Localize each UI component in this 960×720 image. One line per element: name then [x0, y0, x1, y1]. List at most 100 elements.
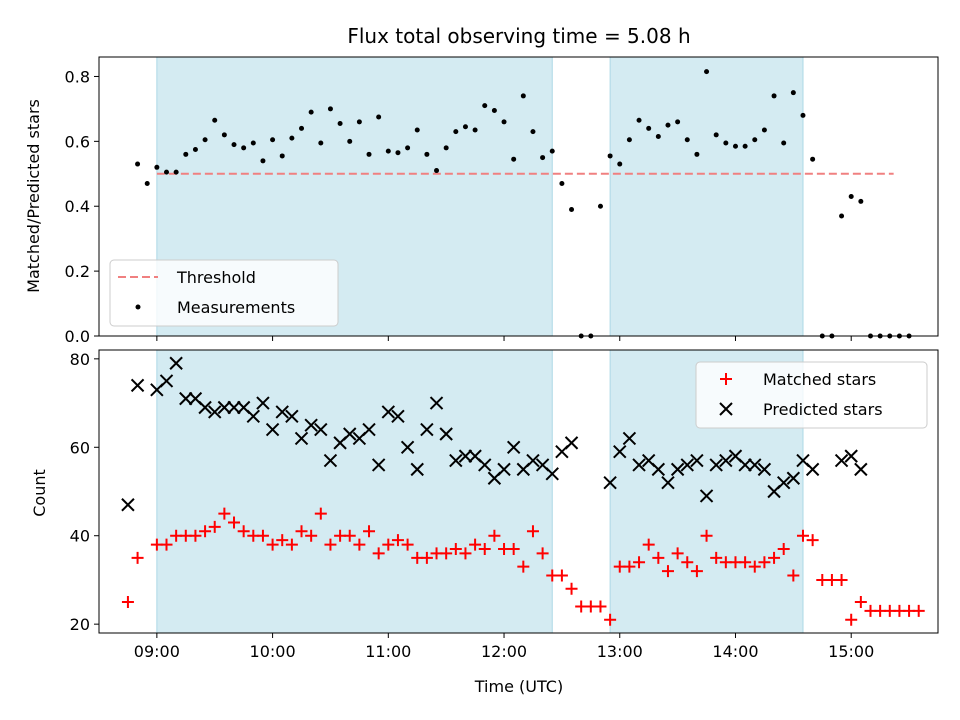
matched-stars-point [633, 556, 646, 569]
measurements-point [395, 150, 401, 156]
predicted-stars-point [526, 453, 540, 468]
matched-stars-point [295, 525, 308, 538]
matched-stars-point [768, 551, 781, 564]
measurements-point [752, 137, 758, 143]
x-tick-label: 12:00 [481, 642, 527, 661]
measurements-point [810, 156, 816, 162]
measurements-point [366, 151, 372, 157]
y-tick-label: 0.2 [65, 262, 90, 281]
count-axes-frame [98, 349, 939, 634]
matched-ratio-panel: Flux total observing time = 5.08 h 0.00.… [24, 24, 939, 346]
matched-stars-point [835, 573, 848, 586]
measurements-point [318, 140, 324, 146]
measurements-point [491, 108, 497, 114]
measurements-point [713, 132, 719, 138]
measurements-point [655, 133, 661, 139]
observing-interval-2 [609, 56, 804, 337]
predicted-stars-point [748, 458, 762, 472]
ratio-axes-frame [98, 56, 939, 337]
legend-label-matched-stars: Matched stars [763, 370, 876, 389]
predicted-stars-point [680, 458, 694, 472]
predicted-stars-point [208, 405, 222, 419]
predicted-stars-point [632, 458, 646, 472]
predicted-stars-point [699, 489, 714, 503]
measurements-point [260, 158, 266, 164]
matched-stars-point [469, 538, 482, 551]
predicted-stars-point [420, 422, 434, 437]
measurements-point [164, 169, 170, 175]
predicted-stars-point [294, 431, 309, 446]
y-tick-label: 0.4 [65, 197, 90, 216]
measurements-point [289, 135, 295, 141]
measurements-point [511, 156, 517, 162]
count-y-axis: 20 40 60 80 [70, 350, 99, 634]
predicted-stars-point [651, 462, 666, 477]
predicted-stars-point [805, 462, 820, 477]
matched-stars-point [420, 551, 433, 564]
measurements-point [202, 137, 208, 143]
measurements-point [607, 153, 613, 159]
matched-stars-point [661, 565, 674, 578]
predicted-stars-point [661, 475, 675, 490]
matched-stars-point [372, 547, 385, 560]
matched-stars-point [218, 507, 231, 520]
measurements-point [356, 119, 362, 125]
x-axis-label: Time (UTC) [474, 677, 563, 696]
predicted-stars-point [497, 462, 511, 477]
count-y-axis-label: Count [30, 469, 49, 517]
matched-stars-point [854, 596, 867, 609]
measurements-point [453, 129, 459, 135]
ratio-y-axis-label: Matched/Predicted stars [24, 99, 43, 293]
measurements-point [173, 169, 179, 175]
predicted-stars-point [786, 471, 801, 485]
predicted-stars-point [275, 405, 289, 419]
count-x-axis: 09:00 10:00 11:00 12:00 13:00 14:00 15:00 [134, 633, 874, 661]
measurements-point [694, 151, 700, 157]
measurements-point [742, 143, 748, 149]
measurements-point [241, 145, 247, 151]
measurements-point [405, 145, 411, 151]
matched-stars-point [314, 507, 327, 520]
predicted-stars-point [121, 498, 135, 512]
matched-stars-point [131, 551, 144, 564]
matched-stars-point [343, 529, 356, 542]
observing-intervals-bottom [156, 349, 804, 634]
x-tick-label: 10:00 [250, 642, 296, 661]
ratio-y-axis: 0.0 0.2 0.4 0.6 0.8 [65, 67, 99, 346]
ratio-legend: Threshold Measurements [109, 259, 339, 327]
matched-stars-point [517, 560, 530, 573]
measurements-point [250, 140, 256, 146]
measurements-point [530, 129, 536, 135]
matched-stars-point [189, 529, 202, 542]
matched-stars-point [459, 547, 472, 560]
measurements-point [144, 181, 150, 187]
measurements-point [337, 121, 343, 127]
matched-stars-point [507, 542, 520, 555]
measurements-point [781, 140, 787, 146]
measurements-point [443, 145, 449, 151]
measurements-point [501, 119, 507, 125]
measurements-point [617, 161, 623, 167]
predicted-stars-point [449, 453, 463, 468]
predicted-stars-point [603, 475, 617, 490]
count-plot-area [121, 356, 925, 626]
measurements-point [771, 93, 777, 99]
matched-stars-point [594, 600, 607, 613]
matched-stars-point [536, 547, 549, 560]
predicted-stars-point [834, 453, 849, 468]
predicted-stars-point [362, 422, 376, 437]
measurements-point [482, 103, 488, 109]
measurements-point [559, 181, 565, 187]
matched-stars-point [353, 538, 366, 551]
measurements-point [569, 206, 575, 212]
matched-stars-point [565, 582, 578, 595]
matched-stars-point [758, 556, 771, 569]
measurements-point [221, 132, 227, 138]
matched-stars-point [642, 538, 655, 551]
predicted-stars-point [371, 458, 386, 472]
y-tick-label: 80 [70, 350, 90, 369]
predicted-stars-point [265, 422, 280, 437]
measurements-point [675, 119, 681, 125]
matched-stars-point [266, 538, 279, 551]
predicted-stars-point [506, 440, 521, 454]
